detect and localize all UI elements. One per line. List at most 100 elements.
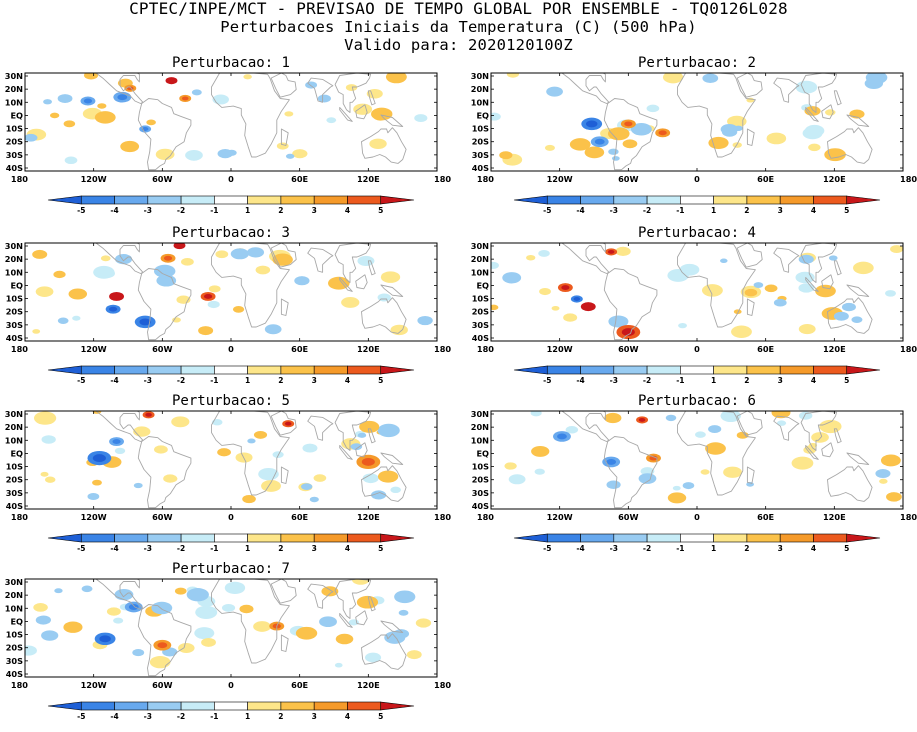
lat-tick-label: 20N bbox=[471, 254, 489, 264]
anomaly-patch bbox=[795, 80, 818, 94]
lat-tick-label: EQ bbox=[10, 110, 23, 120]
lon-tick-label: 60E bbox=[757, 512, 774, 522]
anomaly-patch bbox=[544, 144, 555, 151]
anomaly-patch bbox=[702, 73, 719, 83]
anomaly-patch bbox=[36, 615, 51, 625]
lon-tick-label: 0 bbox=[228, 680, 234, 690]
colorbar-segment bbox=[147, 701, 182, 711]
anomaly-patch bbox=[819, 419, 842, 434]
colorbar-segment bbox=[280, 533, 315, 543]
colorbar-label: -5 bbox=[77, 206, 85, 215]
colorbar-label: -4 bbox=[110, 544, 118, 553]
anomaly-patch bbox=[253, 430, 268, 439]
lon-tick-label: 180 bbox=[11, 344, 28, 354]
anomaly-patch bbox=[646, 104, 660, 113]
anomaly-patch bbox=[390, 486, 402, 494]
anomaly-core bbox=[157, 642, 168, 649]
lat-tick-label: 10S bbox=[472, 462, 489, 472]
anomaly-patch bbox=[239, 604, 254, 614]
anomaly-patch bbox=[630, 122, 652, 136]
lat-tick-label: 30S bbox=[472, 150, 489, 160]
anomaly-patch bbox=[721, 127, 738, 137]
lon-tick-label: 0 bbox=[228, 512, 234, 522]
colorbar-label: -2 bbox=[643, 376, 651, 385]
coastlines bbox=[95, 243, 407, 341]
lat-tick-label: 40S bbox=[6, 669, 23, 679]
anomaly-patch bbox=[538, 249, 550, 257]
colorbar-segment bbox=[313, 365, 348, 375]
colorbar-label: 3 bbox=[312, 376, 317, 385]
colorbar-label: 5 bbox=[844, 544, 849, 553]
colorbar-segment bbox=[180, 365, 215, 375]
colorbar-segment bbox=[513, 533, 548, 543]
anomaly-patch bbox=[499, 151, 513, 160]
anomaly-patch bbox=[163, 474, 178, 483]
anomaly-core bbox=[607, 249, 615, 254]
lat-tick-label: 20S bbox=[6, 307, 23, 317]
anomaly-patch bbox=[68, 288, 88, 300]
anomaly-patch bbox=[63, 621, 83, 633]
colorbar-label: 3 bbox=[312, 544, 317, 553]
colorbar-label: -1 bbox=[676, 376, 684, 385]
colorbar-segment bbox=[280, 195, 315, 205]
colorbar-segment bbox=[247, 195, 282, 205]
colorbar-label: -1 bbox=[210, 206, 218, 215]
colorbar-segment bbox=[147, 195, 182, 205]
anomaly-patch bbox=[54, 588, 63, 594]
colorbar-segment bbox=[779, 365, 814, 375]
anomaly-patch bbox=[57, 317, 69, 324]
anomaly-patch bbox=[414, 114, 428, 122]
anomaly-patch bbox=[133, 482, 143, 489]
anomaly-patch bbox=[385, 73, 407, 84]
lon-tick-label: 0 bbox=[228, 344, 234, 354]
colorbar-segment bbox=[214, 195, 248, 205]
anomaly-core bbox=[606, 458, 617, 465]
anomaly-core bbox=[83, 98, 93, 104]
anomaly-patch bbox=[35, 286, 54, 297]
anomaly-patch bbox=[208, 285, 221, 293]
lat-tick-label: 30S bbox=[6, 656, 23, 666]
anomaly-patch bbox=[705, 442, 726, 455]
anomaly-patch bbox=[377, 470, 399, 483]
anomaly-patch bbox=[186, 151, 202, 161]
anomaly-patch bbox=[841, 302, 856, 312]
anomaly-core bbox=[117, 94, 128, 101]
anomaly-core bbox=[204, 294, 213, 299]
ensemble-panel-4: Perturbacao: 4 30N 20N 10N EQ 10S 20S 30S 40S 180… bbox=[466, 225, 917, 396]
anomaly-patch bbox=[232, 306, 245, 313]
lat-tick-label: 10S bbox=[6, 462, 23, 472]
colorbar-label: -3 bbox=[610, 376, 618, 385]
colorbar-label: 4 bbox=[345, 206, 350, 215]
lat-tick-label: 20S bbox=[6, 643, 23, 653]
colorbar-segment bbox=[546, 195, 581, 205]
colorbar-label: 2 bbox=[278, 206, 283, 215]
colorbar-label: 5 bbox=[378, 544, 383, 553]
anomaly-patch bbox=[217, 148, 233, 159]
anomaly-patch bbox=[81, 585, 93, 593]
anomaly-patch bbox=[824, 148, 846, 162]
lon-tick-label: 0 bbox=[694, 174, 700, 184]
anomaly-patch bbox=[362, 473, 379, 484]
anomaly-patch bbox=[608, 315, 629, 328]
anomaly-core bbox=[585, 120, 598, 128]
anomaly-patch bbox=[53, 270, 66, 279]
anomaly-core bbox=[92, 454, 106, 463]
lat-tick-label: 20S bbox=[472, 475, 489, 485]
anomaly-core bbox=[112, 439, 121, 444]
anomaly-patch bbox=[292, 149, 308, 159]
anomaly-patch bbox=[384, 631, 406, 644]
anomaly-patch bbox=[608, 148, 619, 155]
colorbar-label: -3 bbox=[144, 206, 152, 215]
anomaly-patch bbox=[149, 655, 171, 669]
colorbar-segment bbox=[214, 365, 248, 375]
colorbar-label: -4 bbox=[576, 376, 584, 385]
colorbar-label: 2 bbox=[744, 544, 749, 553]
anomaly-patch bbox=[319, 616, 337, 628]
lat-tick-label: 20S bbox=[6, 475, 23, 485]
lat-tick-label: 10S bbox=[472, 124, 489, 134]
anomaly-core bbox=[649, 455, 658, 461]
lon-tick-label: 180 bbox=[11, 512, 28, 522]
anomaly-patch bbox=[394, 590, 416, 604]
lat-tick-label: 10N bbox=[471, 267, 489, 277]
